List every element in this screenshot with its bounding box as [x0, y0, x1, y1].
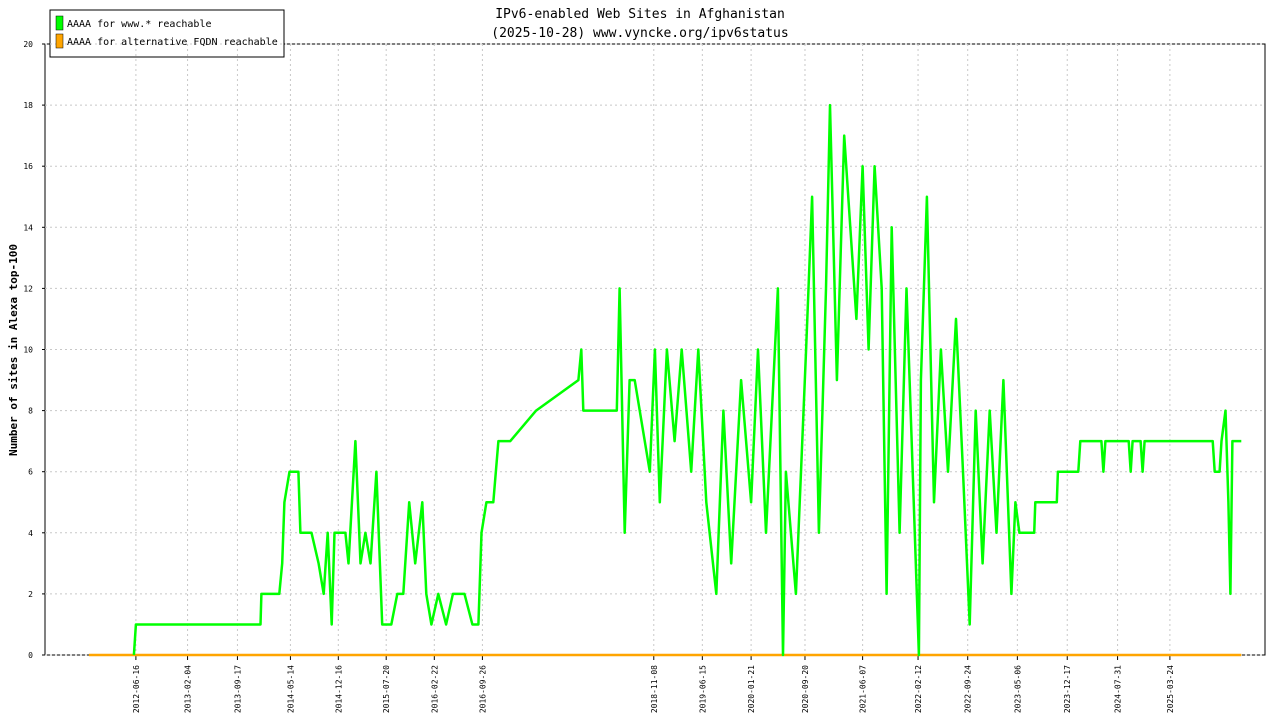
legend-label: AAAA for www.* reachable [67, 19, 212, 30]
y-tick-label: 6 [28, 468, 33, 477]
y-tick-label: 20 [23, 40, 33, 49]
x-tick-label: 2023-12-17 [1063, 665, 1072, 713]
x-tick-label: 2014-05-14 [286, 665, 295, 713]
x-tick-label: 2013-09-17 [233, 665, 242, 713]
x-tick-label: 2018-11-08 [650, 665, 659, 713]
data-line [132, 103, 1242, 657]
x-tick-label: 2022-02-12 [914, 665, 923, 713]
y-tick-label: 2 [28, 590, 33, 599]
x-tick-label: 2013-02-04 [184, 665, 193, 713]
x-tick-label: 2021-06-07 [859, 665, 868, 713]
x-tick-label: 2023-05-06 [1013, 665, 1022, 713]
x-tick-label: 2020-09-20 [801, 665, 810, 713]
y-tick-label: 0 [28, 651, 33, 660]
y-tick-label: 18 [23, 101, 33, 110]
x-tick-label: 2016-09-26 [478, 665, 487, 713]
legend [49, 9, 285, 58]
x-tick-label: 2015-07-20 [382, 665, 391, 713]
y-tick-label: 4 [28, 529, 33, 538]
chart-title: IPv6-enabled Web Sites in Afghanistan [495, 7, 785, 22]
y-axis-label: Number of sites in Alexa top-100 [7, 244, 20, 456]
legend-label: AAAA for alternative FQDN reachable [67, 37, 278, 48]
y-tick-label: 10 [23, 346, 33, 355]
x-tick-label: 2019-06-15 [698, 665, 707, 713]
y-tick-label: 8 [28, 407, 33, 416]
x-tick-label: 2012-06-16 [132, 665, 141, 713]
y-tick-label: 16 [23, 162, 33, 171]
x-tick-label: 2024-07-31 [1114, 665, 1123, 713]
legend-swatch [55, 15, 64, 31]
x-tick-label: 2025-03-24 [1166, 665, 1175, 713]
x-tick-label: 2020-01-21 [747, 665, 756, 713]
x-tick-label: 2022-09-24 [964, 665, 973, 713]
x-tick-label: 2016-02-22 [430, 665, 439, 713]
y-tick-label: 14 [23, 223, 33, 232]
x-tick-label: 2014-12-16 [334, 665, 343, 713]
chart-subtitle: (2025-10-28) www.vyncke.org/ipv6status [491, 26, 788, 41]
legend-swatch [55, 33, 64, 49]
y-tick-label: 12 [23, 284, 33, 293]
